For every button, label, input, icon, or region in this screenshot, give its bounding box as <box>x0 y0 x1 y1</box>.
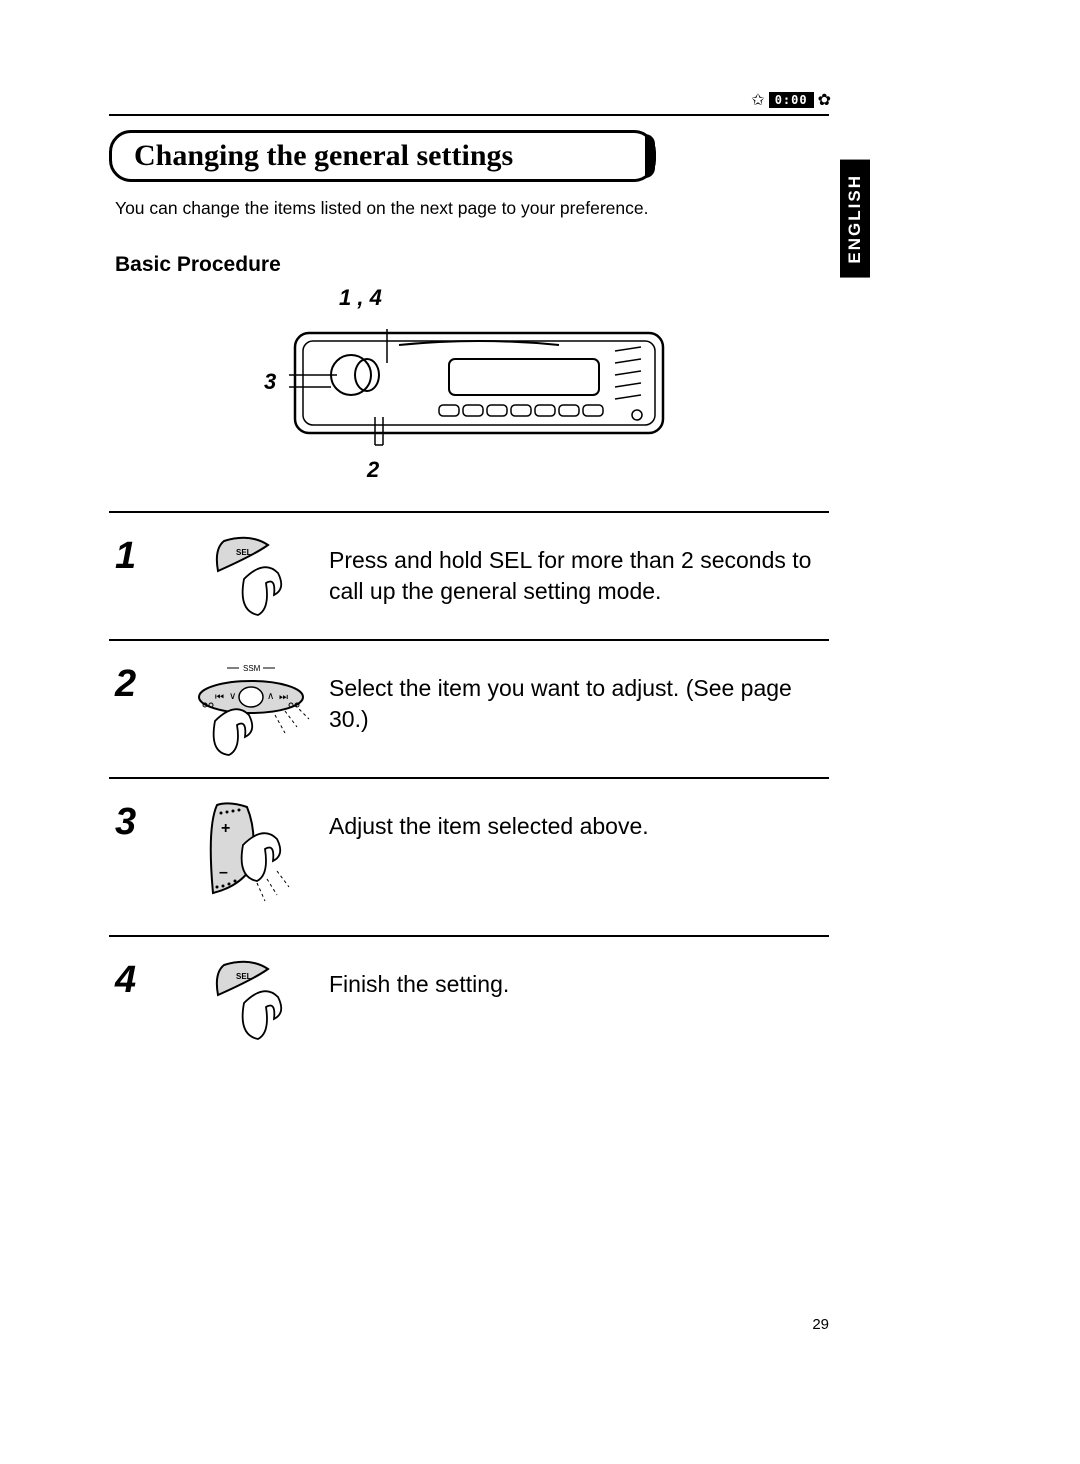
intro-text: You can change the items listed on the n… <box>115 198 829 219</box>
steps-list: 1 SEL Press and hold SEL for more than 2… <box>109 511 829 1063</box>
sel-button-press-icon: SEL <box>179 531 329 621</box>
callout-left: 3 <box>264 369 276 395</box>
step-text: Press and hold SEL for more than 2 secon… <box>329 531 829 607</box>
sel-button-press-icon: SEL <box>179 955 329 1045</box>
ssm-rocker-icon: SSM ⏮ ∨ ∧ ⏭ <box>179 659 329 759</box>
plus-minus-rocker-icon: + – <box>179 797 329 917</box>
star-icon: ✩ <box>751 90 764 110</box>
page-content: ✩ 0:00 ✿ Changing the general settings Y… <box>109 98 829 1063</box>
gear-icon: ✿ <box>818 90 831 110</box>
step-4: 4 SEL Finish the setting. <box>109 937 829 1063</box>
header-icons: ✩ 0:00 ✿ <box>751 90 831 110</box>
car-stereo-illustration <box>289 315 669 455</box>
clock-badge: 0:00 <box>769 92 814 108</box>
svg-text:SEL: SEL <box>236 972 252 981</box>
step-2: 2 SSM ⏮ ∨ ∧ ⏭ <box>109 641 829 777</box>
page-number: 29 <box>812 1316 829 1333</box>
svg-text:SEL: SEL <box>236 548 252 557</box>
svg-text:SSM: SSM <box>243 664 261 673</box>
language-tab: ENGLISH <box>840 160 870 278</box>
step-3: 3 + – Adjust th <box>109 779 829 935</box>
svg-text:+: + <box>221 820 230 837</box>
step-1: 1 SEL Press and hold SEL for more than 2… <box>109 513 829 639</box>
page-title: Changing the general settings <box>109 130 656 182</box>
top-rule <box>109 114 829 116</box>
svg-text:∨: ∨ <box>229 691 236 702</box>
step-number: 3 <box>109 797 179 841</box>
step-number: 2 <box>109 659 179 703</box>
step-text: Select the item you want to adjust. (See… <box>329 659 829 735</box>
step-number: 1 <box>109 531 179 575</box>
svg-text:⏭: ⏭ <box>279 692 288 703</box>
step-number: 4 <box>109 955 179 999</box>
callout-bottom: 2 <box>367 457 379 483</box>
callout-top: 1 , 4 <box>339 285 382 311</box>
subheading: Basic Procedure <box>115 253 829 277</box>
svg-text:∧: ∧ <box>267 691 274 702</box>
step-text: Adjust the item selected above. <box>329 797 829 842</box>
step-text: Finish the setting. <box>329 955 829 1000</box>
radio-diagram: 1 , 4 3 2 <box>109 285 829 505</box>
svg-text:–: – <box>219 864 228 881</box>
svg-text:⏮: ⏮ <box>215 692 224 703</box>
